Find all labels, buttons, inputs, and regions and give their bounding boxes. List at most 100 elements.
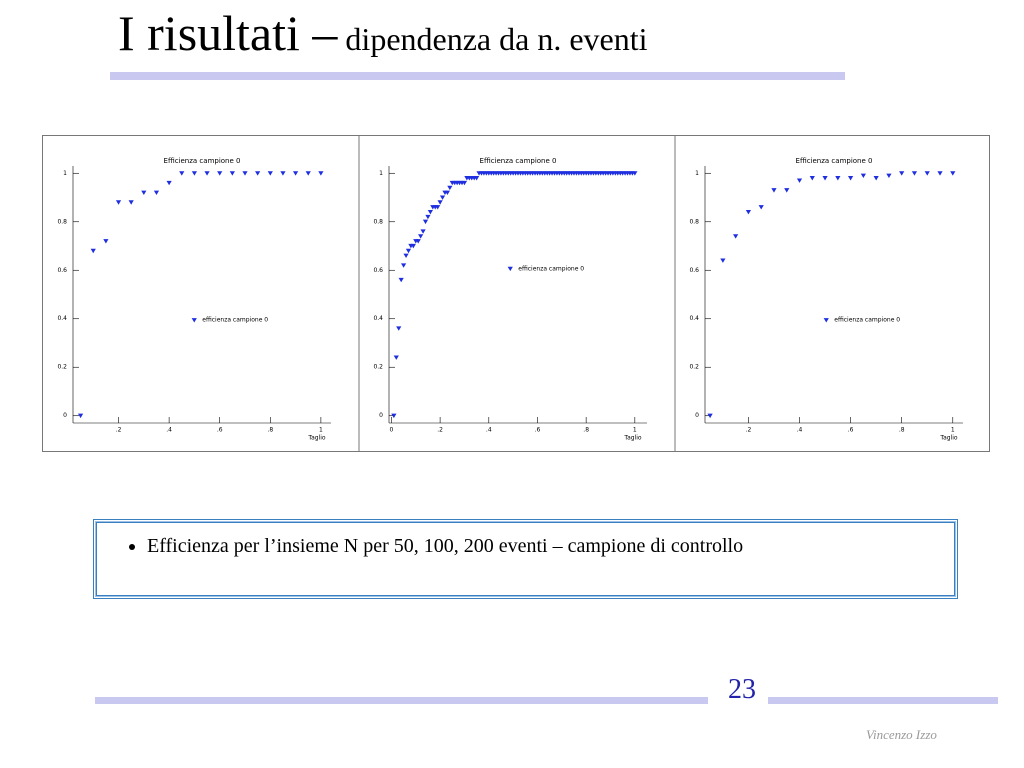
data-point (393, 355, 399, 360)
data-point (437, 200, 443, 205)
x-tick-label: .2 (746, 427, 752, 434)
chart-panel: Efficienza campione 0 0 0.2 0.4 0.6 0.8 1 .2 .4.… (57, 157, 331, 442)
data-point (461, 180, 468, 186)
chart-title: Efficienza campione 0 (480, 157, 557, 165)
data-point (141, 190, 147, 196)
x-tick-label: .6 (535, 427, 541, 434)
y-tick-label: 1 (63, 170, 67, 177)
data-point (401, 263, 407, 268)
data-point (439, 195, 446, 200)
data-point (796, 178, 803, 183)
data-point (292, 171, 299, 176)
bullet-box: Efficienza per l’insieme N per 50, 100, … (93, 519, 958, 599)
y-tick-label: 0 (695, 412, 699, 419)
data-point (886, 173, 892, 179)
title-underline (110, 72, 845, 80)
data-point (242, 171, 248, 176)
charts: Efficienza campione 000.20.40.60.81.2.4.… (57, 136, 963, 451)
footer-bar (95, 697, 708, 704)
data-point (204, 171, 210, 176)
chart-title: Efficienza campione 0 (796, 157, 873, 165)
data-point (267, 171, 273, 176)
data-point (305, 171, 311, 176)
data-point (396, 326, 402, 331)
chart-title: Efficienza campione 0 (164, 157, 241, 165)
data-point (632, 171, 638, 176)
x-tick-label: .4 (797, 427, 803, 434)
data-point (435, 205, 441, 210)
data-point (191, 171, 198, 176)
data-point (115, 200, 122, 205)
y-tick-label: 0.4 (57, 315, 67, 322)
x-axis-label: Taglio (307, 435, 325, 442)
slide-title: I risultati – dipendenza da n. eventi (118, 4, 648, 62)
data-point (937, 171, 943, 176)
data-point (745, 209, 752, 215)
data-point (950, 171, 956, 176)
x-axis-label: Taglio (623, 435, 641, 442)
data-point (103, 239, 109, 244)
data-point (447, 185, 453, 191)
data-point (166, 180, 172, 186)
footer-bar (768, 697, 998, 704)
data-point (405, 248, 412, 254)
data-point (835, 176, 841, 181)
data-point (911, 171, 918, 176)
data-point (444, 190, 451, 196)
data-point (420, 229, 426, 234)
data-point (924, 171, 930, 176)
chart-panel: Efficienza campione 000.20.40.60.810.2.4… (358, 136, 647, 451)
x-tick-label: .8 (899, 427, 905, 434)
x-tick-label: 1 (633, 427, 637, 434)
data-point (403, 253, 409, 259)
data-point (860, 173, 866, 179)
data-point (873, 176, 879, 181)
x-tick-label: .4 (486, 427, 492, 434)
data-point (848, 176, 854, 181)
y-tick-label: 0.4 (689, 315, 699, 322)
charts-frame: Efficienza campione 0 0 0.2 0.4 0.6 0.8 1.2.4.… (42, 135, 990, 452)
data-point (707, 413, 713, 419)
y-tick-label: 0 (63, 412, 67, 419)
bullet-item: Efficienza per l’insieme N per 50, 100, … (147, 535, 743, 558)
data-point (153, 190, 160, 196)
data-point (280, 171, 286, 176)
y-tick-label: 0.6 (689, 267, 699, 274)
data-point (179, 171, 185, 176)
x-tick-label: 1 (951, 427, 955, 434)
legend-label: efficienza campione 0 (834, 317, 900, 324)
y-tick-label: 0.8 (57, 218, 67, 225)
legend-marker (823, 318, 829, 323)
data-point (391, 413, 397, 419)
data-point (318, 171, 324, 176)
y-tick-label: 0.8 (689, 218, 699, 225)
y-tick-label: 0.2 (689, 364, 699, 371)
data-point (822, 176, 828, 181)
y-tick-label: 0.2 (57, 364, 67, 371)
y-tick-label: 0.2 (373, 364, 383, 371)
data-point (425, 214, 431, 220)
data-point (418, 234, 424, 239)
data-point (415, 239, 421, 244)
author: Vincenzo Izzo (866, 727, 937, 742)
y-tick-label: 0.4 (373, 315, 383, 322)
x-tick-label: .2 (437, 427, 443, 434)
x-tick-label: .8 (267, 427, 273, 434)
data-point (422, 219, 429, 225)
legend-marker (191, 318, 197, 323)
x-tick-label: 1 (319, 427, 323, 434)
data-point (229, 171, 235, 176)
legend-label: efficienza campione 0 (202, 317, 268, 324)
y-tick-label: 0.6 (57, 267, 67, 274)
x-tick-label: .8 (583, 427, 589, 434)
data-point (398, 277, 404, 283)
subtitle: dipendenza da n. eventi (345, 21, 648, 57)
data-point (217, 171, 223, 176)
x-tick-label: .4 (166, 427, 172, 434)
y-tick-label: 0 (379, 412, 383, 419)
bullet-list: Efficienza per l’insieme N per 50, 100, … (97, 535, 743, 558)
data-point (733, 234, 739, 239)
title: I risultati – (118, 5, 338, 61)
data-point (410, 243, 416, 249)
x-tick-label: 0 (390, 427, 394, 434)
